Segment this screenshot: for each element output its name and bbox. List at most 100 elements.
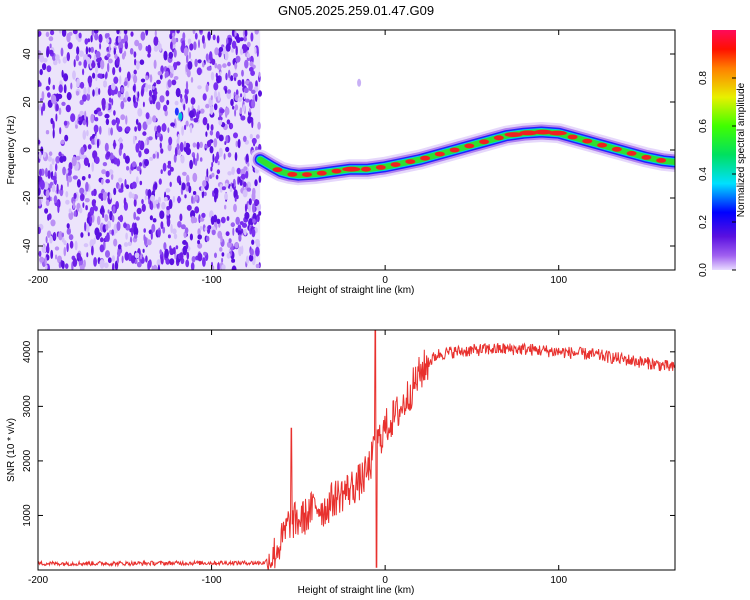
noise-speck [114,53,118,59]
noise-speck [254,199,260,206]
noise-speck [248,218,254,228]
noise-speck [94,87,100,96]
noise-speck [228,238,232,244]
noise-speck [221,264,226,270]
noise-speck [241,245,244,255]
noise-speck [97,61,101,69]
noise-speck [79,81,85,89]
noise-speck [194,32,198,40]
noise-speck [96,138,100,149]
noise-speck [110,173,114,181]
noise-speck [102,211,105,218]
noise-speck [41,91,45,101]
noise-speck [244,98,250,103]
noise-speck [251,191,256,202]
noise-speck [96,58,101,63]
noise-speck [55,254,58,260]
bottom-x-ticks: -200 -100 0 100 [28,330,567,586]
noise-speck [94,156,100,164]
noise-speck [81,194,85,200]
noise-speck [225,146,230,153]
noise-speck [63,73,69,82]
noise-speck [153,59,157,69]
noise-speck [182,240,187,245]
noise-speck [83,59,87,69]
noise-speck [211,229,216,236]
noise-speck [85,205,88,211]
noise-speck [235,89,239,97]
noise-speck [185,174,190,183]
noise-speck [133,234,138,239]
noise-speck [216,218,221,224]
noise-speck [231,258,236,263]
noise-speck [156,132,162,138]
track-peak [504,132,523,138]
noise-speck [67,42,73,50]
noise-speck [231,265,237,270]
y-tick-label: -40 [22,238,33,253]
noise-speck [81,176,86,181]
noise-speck [227,69,231,79]
noise-speck [66,92,72,101]
noise-speck [135,216,140,221]
noise-speck [50,30,55,36]
noise-speck [180,154,185,164]
noise-speck [125,115,128,125]
noise-speck [197,240,201,245]
noise-speck [258,175,262,183]
noise-speck [113,157,118,165]
noise-speck [157,229,161,238]
noise-speck [213,103,218,111]
noise-speck [165,90,170,97]
noise-speck [230,98,234,107]
noise-speck [197,228,201,236]
noise-background [38,30,261,270]
noise-speck [168,80,172,87]
noise-speck [140,78,146,83]
noise-speck [133,51,137,58]
noise-speck [201,212,206,218]
noise-speck [103,80,108,88]
noise-speck [199,30,203,33]
x-tick-label: -100 [202,575,222,586]
noise-speck [245,255,250,265]
noise-speck [93,30,99,34]
noise-speck [98,88,101,95]
noise-speck [104,73,107,80]
noise-speck [235,216,240,225]
noise-speck [173,233,178,240]
noise-speck [202,180,207,187]
noise-speck [167,170,172,176]
noise-speck [134,126,138,132]
noise-speck [147,44,152,55]
y-tick-label: 20 [22,96,33,108]
noise-speck [110,159,115,164]
noise-speck [154,125,158,133]
noise-speck [171,79,177,86]
colorbar-ticks: 0.0 0.2 0.4 0.6 0.8 [698,71,736,277]
noise-speck [111,255,115,262]
y-tick-label: 0 [22,147,33,153]
noise-speck [58,151,62,157]
noise-speck [243,36,248,42]
noise-speck [167,160,172,166]
noise-speck [90,46,94,53]
noise-speck [99,244,105,253]
noise-speck [140,88,144,97]
noise-speck [357,78,362,87]
noise-speck [219,247,223,252]
noise-speck [208,51,213,62]
noise-speck [168,136,173,146]
noise-speck [152,90,158,96]
noise-speck [222,63,227,68]
track-peak [534,129,553,135]
noise-speck [53,195,58,204]
top-y-axis-label: Frequency (Hz) [6,116,17,185]
noise-speck [131,193,135,199]
noise-speck [257,121,261,130]
noise-speck [244,211,250,220]
noise-speck [57,204,60,214]
frequency-track [250,122,675,186]
noise-speck [177,134,180,141]
noise-speck [105,170,110,178]
